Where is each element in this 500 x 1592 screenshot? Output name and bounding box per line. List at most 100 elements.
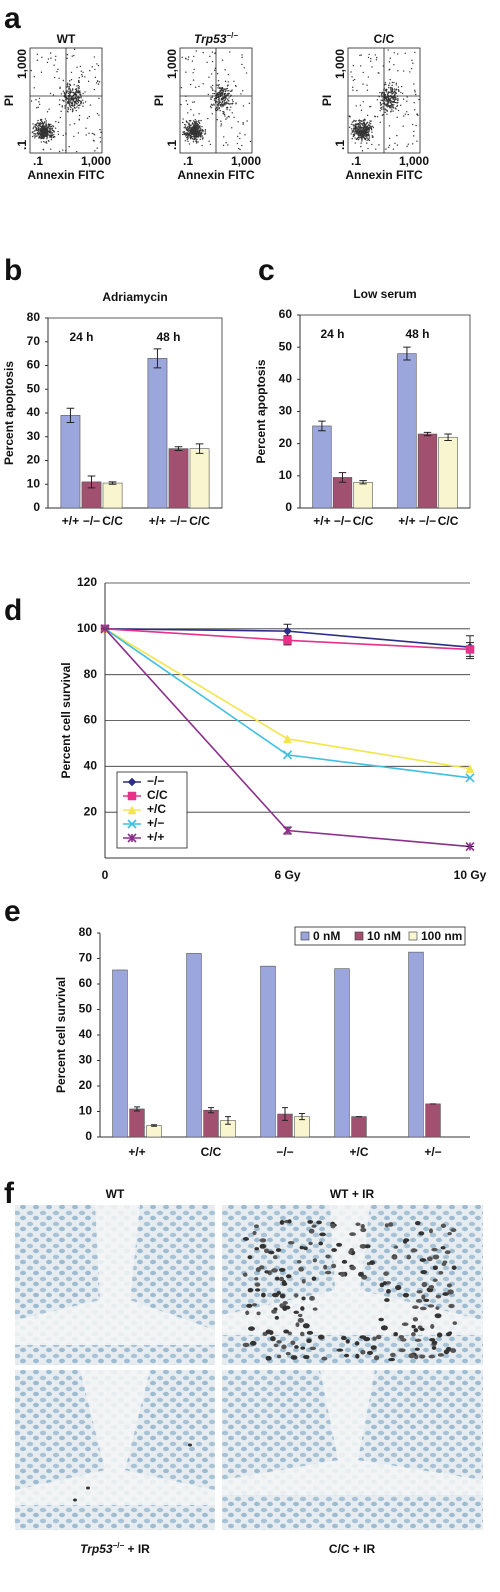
flow-event [391,84,393,86]
flow-event [55,121,57,123]
error-bar [87,475,96,489]
stained-cell [279,1293,286,1299]
flow-event [384,111,386,114]
flow-event [204,133,206,135]
stained-cell [254,1277,259,1281]
flow-event [241,90,244,92]
flow-event [75,88,77,90]
flow-event [70,104,73,107]
flow-event [217,92,219,94]
flow-event [231,127,233,129]
stained-cell [295,1322,300,1328]
flow-event [391,103,394,106]
x-tick-label: 0 [102,868,109,882]
stained-cell [419,1354,426,1359]
bar [425,1103,441,1138]
flow-event [79,65,82,68]
bar [189,448,210,509]
flow-event [42,128,44,131]
x-tick-label: .1 [351,154,361,168]
flow-event [33,130,36,132]
flow-event [386,106,389,108]
flow-event [406,111,408,113]
stained-cell [340,1335,347,1341]
flow-event [413,89,416,91]
flow-event [223,93,226,96]
flow-event [188,120,191,122]
flow-event [184,133,186,136]
bar [397,353,417,509]
flow-event [183,127,185,129]
flow-event [415,124,417,127]
bar [186,953,202,1138]
flow-event [391,105,394,107]
flow-event [409,71,411,73]
flow-event [47,139,50,142]
flow-event [378,144,380,146]
flow-event [234,84,237,87]
flow-event [407,143,410,145]
flow-event [404,52,406,54]
flow-event [34,133,36,135]
flow-event [210,86,212,88]
marker [283,734,292,744]
stained-cell [402,1292,410,1298]
flow-event [216,119,218,121]
flow-event [46,125,48,127]
stained-cell [400,1338,407,1342]
flow-event [54,127,57,129]
stained-cell [281,1280,287,1286]
flow-event [99,141,102,143]
flow-event [199,138,202,141]
flow-event [182,133,184,136]
flow-event [357,133,359,136]
stained-cell [451,1265,457,1270]
stained-cell [252,1230,257,1236]
stained-cell [395,1284,402,1291]
flow-event [221,103,224,106]
flow-event [198,126,200,128]
flow-event [384,89,387,92]
flow-event [73,54,75,57]
flow-event [197,124,199,127]
flow-event [384,82,387,84]
flow-event [33,133,35,135]
flow-event [228,103,230,105]
flow-event [392,98,394,100]
flow-event [371,135,373,137]
flow-event [54,59,57,61]
flow-event [75,93,77,96]
flow-event [371,131,373,133]
flow-title: Trp53−/− [194,31,238,47]
flow-event [229,109,231,111]
flow-event [366,89,369,91]
flow-event [75,101,77,103]
stained-cell [414,1347,420,1351]
flow-event [40,141,43,143]
flow-event [226,102,228,104]
stained-cell [254,1288,261,1292]
y-tick-label: 30 [27,429,41,443]
stained-cell [366,1350,374,1355]
flow-event [370,57,372,60]
flow-event [96,63,98,65]
flow-event [192,126,195,128]
flow-event [192,120,195,122]
flow-event [395,84,397,86]
flow-event [191,60,194,62]
error-bar [208,1107,214,1114]
flow-event [222,87,224,90]
flow-event [227,92,229,95]
flow-event [195,136,198,138]
flow-event [52,129,55,132]
stained-cell [73,1498,77,1502]
marker [282,825,293,836]
flow-event [352,130,355,132]
flow-event [361,128,363,130]
flow-event [68,103,71,106]
stained-cell [297,1313,303,1318]
y-tick-label: 70 [79,951,93,965]
flow-event [68,105,71,107]
stained-cell [260,1292,266,1298]
flow-event [187,137,189,139]
